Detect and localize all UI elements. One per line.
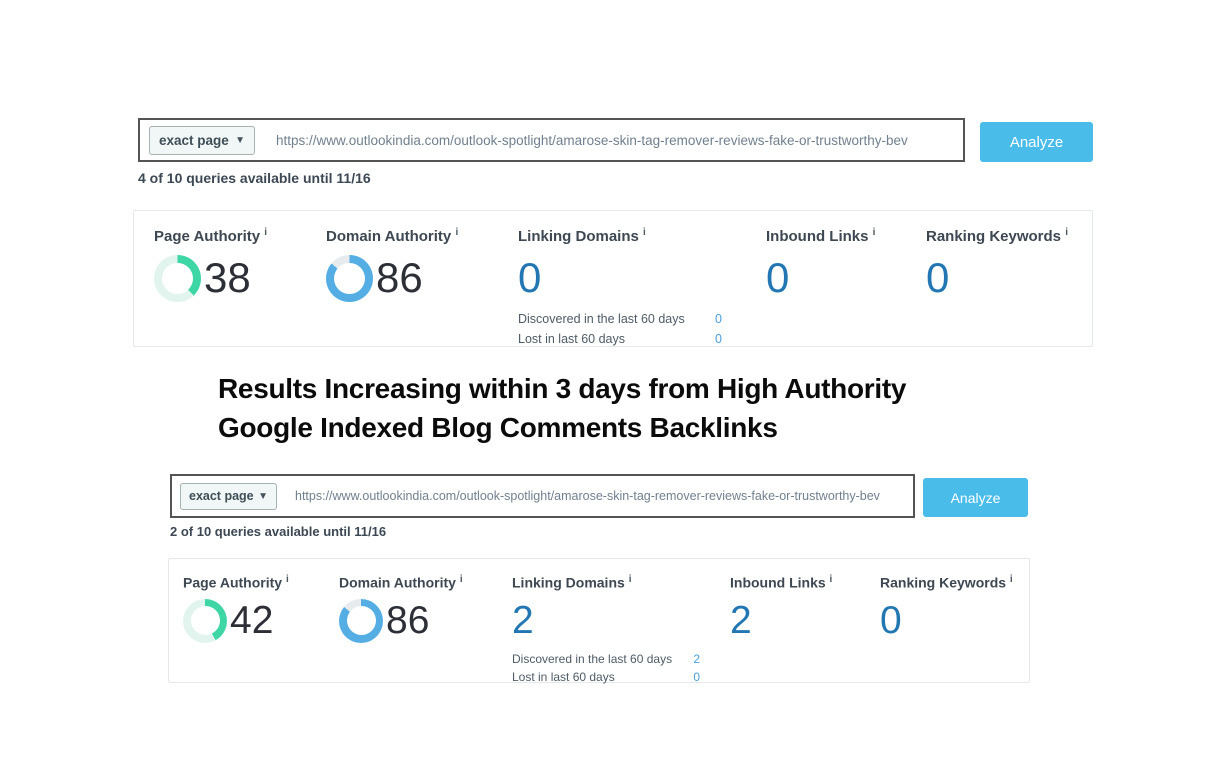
page-authority-ring bbox=[154, 254, 201, 302]
metric-domain-authority: Domain Authority i 86 bbox=[326, 211, 458, 302]
metric-inbound-links: Inbound Links i 2 bbox=[730, 559, 832, 643]
headline-line-2: Google Indexed Blog Comments Backlinks bbox=[218, 412, 778, 443]
discovered-value: 2 bbox=[693, 651, 700, 666]
metrics-panel-2: Page Authority i 42 Domain Authority i 8… bbox=[168, 558, 1030, 686]
discovered-label: Discovered in the last 60 days bbox=[512, 651, 673, 666]
headline-line-1: Results Increasing within 3 days from Hi… bbox=[218, 373, 907, 404]
metric-page-authority: Page Authority i 38 bbox=[154, 211, 267, 302]
metric-ranking-keywords: Ranking Keywords i 0 bbox=[880, 559, 1013, 643]
chevron-down-icon: ▼ bbox=[235, 134, 245, 146]
metric-label: Linking Domains bbox=[512, 574, 625, 591]
scope-dropdown-label: exact page bbox=[189, 489, 254, 503]
info-icon[interactable]: i bbox=[643, 227, 646, 238]
ranking-keywords-value: 0 bbox=[926, 254, 950, 301]
lost-row: Lost in last 60 days 0 bbox=[518, 329, 722, 349]
metric-label: Ranking Keywords bbox=[926, 228, 1062, 245]
metric-label: Ranking Keywords bbox=[880, 574, 1007, 591]
lost-label: Lost in last 60 days bbox=[512, 669, 615, 684]
linking-domains-value: 2 bbox=[512, 598, 534, 642]
info-icon[interactable]: i bbox=[872, 227, 876, 238]
metric-label: Inbound Links bbox=[730, 574, 826, 591]
lost-row: Lost in last 60 days 0 bbox=[512, 668, 700, 686]
scope-dropdown-2[interactable]: exact page ▼ bbox=[180, 482, 277, 510]
page-authority-ring bbox=[183, 598, 227, 643]
metric-label: Page Authority bbox=[154, 228, 261, 245]
url-input-1[interactable]: https://www.outlookindia.com/outlook-spo… bbox=[276, 132, 908, 148]
metric-label: Domain Authority bbox=[326, 228, 452, 245]
search-bar-1: exact page ▼ https://www.outlookindia.co… bbox=[138, 118, 965, 162]
metric-label: Inbound Links bbox=[766, 228, 869, 245]
search-bar-2: exact page ▼ https://www.outlookindia.co… bbox=[170, 474, 915, 518]
linking-domains-value: 0 bbox=[518, 254, 542, 301]
metrics-panel-1: Page Authority i 38 Domain Authority i 8… bbox=[133, 210, 1093, 347]
info-icon[interactable]: i bbox=[459, 574, 463, 585]
scope-dropdown-1[interactable]: exact page ▼ bbox=[149, 125, 255, 155]
page-authority-value: 42 bbox=[230, 598, 274, 642]
metric-inbound-links: Inbound Links i 0 bbox=[766, 211, 875, 302]
info-icon[interactable]: i bbox=[628, 574, 632, 585]
lost-label: Lost in last 60 days bbox=[518, 332, 626, 346]
inbound-links-value: 0 bbox=[766, 254, 790, 301]
metric-linking-domains: Linking Domains i 2 Discovered in the la… bbox=[512, 559, 700, 686]
scope-dropdown-label: exact page bbox=[159, 132, 229, 148]
metric-page-authority: Page Authority i 42 bbox=[183, 559, 289, 643]
queries-available-note-2: 2 of 10 queries available until 11/16 bbox=[170, 524, 387, 539]
page-title: Results Increasing within 3 days from Hi… bbox=[218, 369, 906, 447]
info-icon[interactable]: i bbox=[285, 574, 289, 585]
ranking-keywords-value: 0 bbox=[880, 598, 902, 642]
discovered-value: 0 bbox=[715, 312, 722, 326]
url-input-2[interactable]: https://www.outlookindia.com/outlook-spo… bbox=[295, 489, 880, 503]
inbound-links-value: 2 bbox=[730, 598, 752, 642]
metric-linking-domains: Linking Domains i 0 Discovered in the la… bbox=[518, 211, 722, 349]
queries-available-note-1: 4 of 10 queries available until 11/16 bbox=[138, 170, 371, 186]
info-icon[interactable]: i bbox=[264, 227, 268, 238]
discovered-row: Discovered in the last 60 days 2 bbox=[512, 650, 700, 668]
chevron-down-icon: ▼ bbox=[258, 490, 268, 502]
metric-domain-authority: Domain Authority i 86 bbox=[339, 559, 463, 643]
metric-ranking-keywords: Ranking Keywords i 0 bbox=[926, 211, 1068, 302]
domain-authority-value: 86 bbox=[386, 598, 430, 642]
lost-value: 0 bbox=[715, 332, 722, 346]
metric-label: Domain Authority bbox=[339, 574, 456, 591]
discovered-label: Discovered in the last 60 days bbox=[518, 312, 685, 326]
domain-authority-ring bbox=[339, 598, 383, 643]
discovered-row: Discovered in the last 60 days 0 bbox=[518, 309, 722, 329]
lost-value: 0 bbox=[693, 669, 700, 684]
info-icon[interactable]: i bbox=[1009, 574, 1013, 585]
domain-authority-ring bbox=[326, 254, 373, 302]
metric-label: Linking Domains bbox=[518, 228, 639, 245]
info-icon[interactable]: i bbox=[829, 574, 833, 585]
info-icon[interactable]: i bbox=[1065, 227, 1068, 238]
info-icon[interactable]: i bbox=[455, 227, 459, 238]
domain-authority-value: 86 bbox=[376, 254, 423, 301]
analyze-button-2[interactable]: Analyze bbox=[923, 478, 1028, 517]
metric-label: Page Authority bbox=[183, 574, 283, 591]
analyze-button-1[interactable]: Analyze bbox=[980, 122, 1093, 162]
page-authority-value: 38 bbox=[204, 254, 251, 301]
